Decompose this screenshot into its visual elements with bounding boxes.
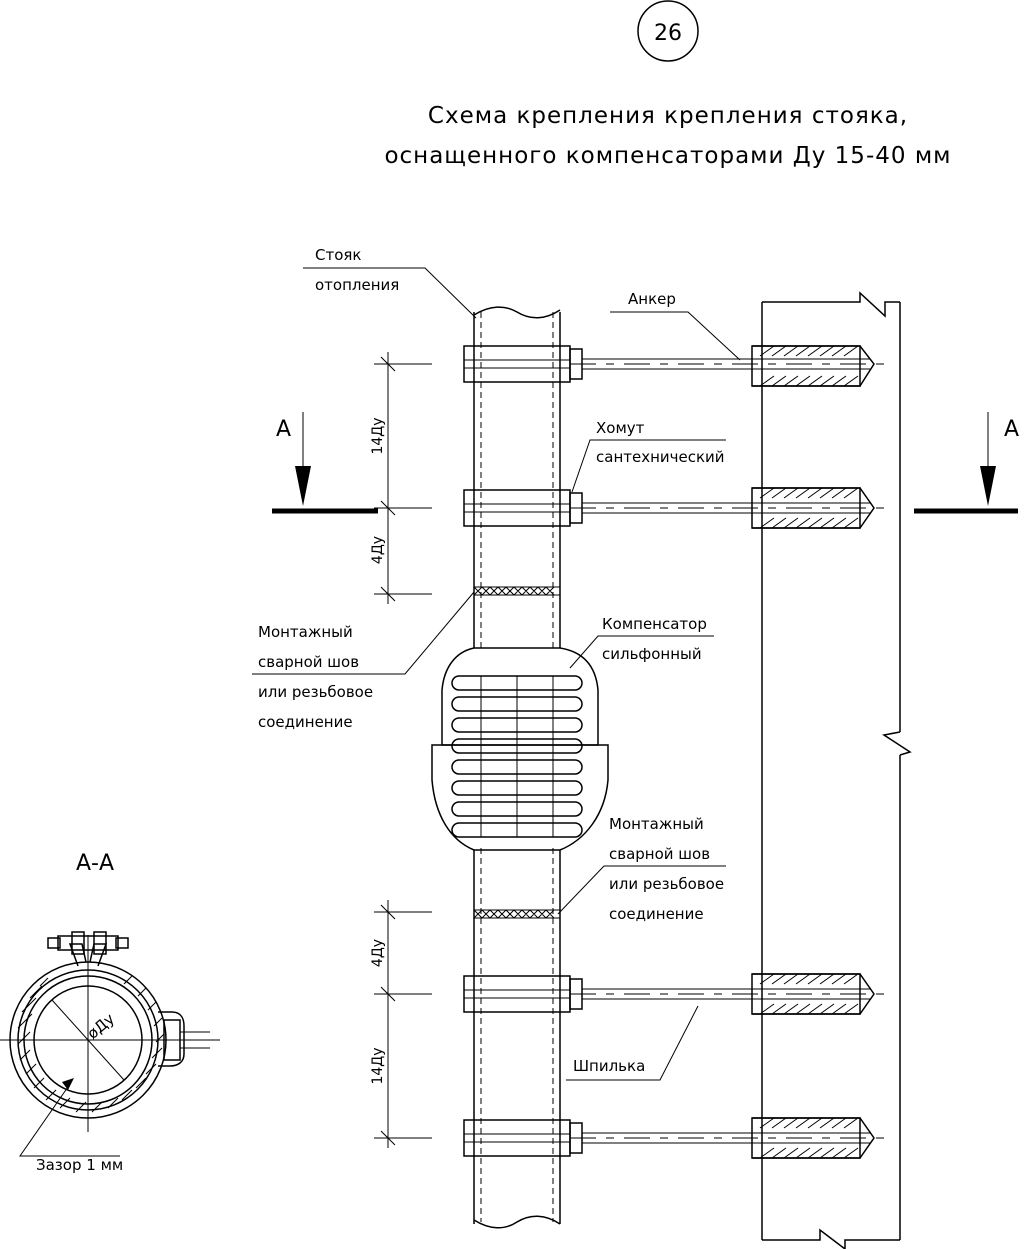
dimension-diameter: øДу [84, 1010, 118, 1043]
section-title: А-А [76, 851, 114, 876]
callout-weld-bottom: Монтажный сварной шов или резьбовое соед… [557, 815, 726, 923]
label-riser-line-2: отопления [315, 276, 399, 294]
label-gap: Зазор 1 мм [36, 1156, 123, 1174]
clamp-assembly-1 [463, 345, 890, 387]
weld-top [473, 586, 561, 596]
label-anchor: Анкер [628, 290, 676, 308]
dimension-bottom-long: 14Ду [370, 1047, 386, 1084]
sheet-number-badge: 26 [637, 0, 699, 62]
clamp-assembly-2 [463, 487, 890, 529]
label-weld-bottom-line-3: или резьбовое [609, 875, 724, 893]
label-compensator-line-1: Компенсатор [602, 615, 707, 633]
title-line-1: Схема крепления крепления стояка, [428, 103, 908, 129]
label-stud: Шпилька [573, 1057, 645, 1075]
clamp-assembly-4 [463, 1117, 890, 1159]
dimension-top-long: 14Ду [370, 417, 386, 454]
section-letter-left: А [276, 417, 291, 442]
dimension-lines-bottom: 4Ду 14Ду [370, 900, 432, 1148]
callout-riser: Стояк отопления [303, 246, 477, 319]
title-line-2: оснащенного компенсаторами Ду 15-40 мм [384, 143, 951, 169]
weld-bottom [473, 909, 561, 919]
label-weld-top-line-3: или резьбовое [258, 683, 373, 701]
callout-anchor: Анкер [610, 290, 741, 361]
label-weld-bottom-line-1: Монтажный [609, 815, 704, 833]
label-clamp-line-2: сантехнический [596, 448, 725, 466]
label-riser-line-1: Стояк [315, 246, 361, 264]
callout-weld-top: Монтажный сварной шов или резьбовое соед… [252, 591, 475, 731]
section-mark-right: А [914, 412, 1019, 514]
label-weld-bottom-line-2: сварной шов [609, 845, 710, 863]
label-compensator-line-2: сильфонный [602, 645, 702, 663]
label-weld-top-line-2: сварной шов [258, 653, 359, 671]
dimension-bottom-short: 4Ду [370, 939, 386, 967]
dimension-top-short: 4Ду [370, 536, 386, 564]
label-clamp-line-1: Хомут [596, 419, 645, 437]
section-mark-left: А [272, 412, 378, 514]
section-letter-right: А [1004, 417, 1019, 442]
wall [761, 291, 912, 1249]
label-weld-bottom-line-4: соединение [609, 905, 704, 923]
bellows-compensator [431, 647, 609, 851]
callout-stud: Шпилька [566, 1005, 699, 1081]
clamp-assembly-3 [463, 973, 890, 1015]
label-weld-top-line-1: Монтажный [258, 623, 353, 641]
callout-clamp: Хомут сантехнический [571, 419, 726, 493]
label-weld-top-line-4: соединение [258, 713, 353, 731]
section-a-a-view: А-А øДу Зазор 1 мм [0, 851, 220, 1174]
sheet-number: 26 [654, 21, 682, 46]
dimension-lines-top: 14Ду 4Ду [370, 352, 432, 604]
callout-compensator: Компенсатор сильфонный [569, 615, 714, 669]
